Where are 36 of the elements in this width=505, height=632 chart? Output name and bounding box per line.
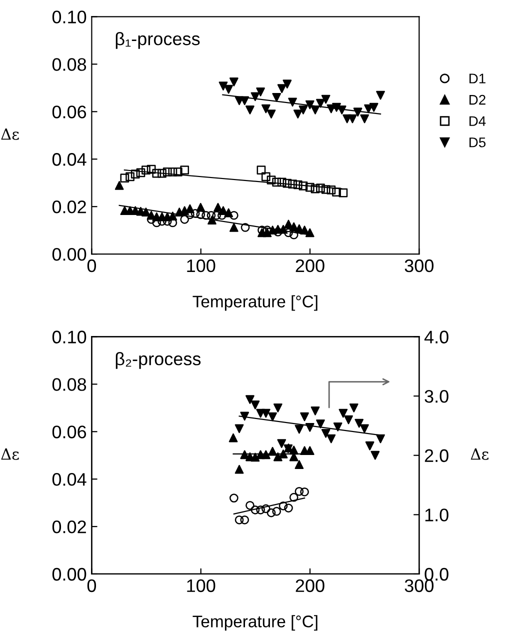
y-tick-label: 0.10 bbox=[52, 10, 86, 24]
y2-tick-label: 1.0 bbox=[425, 508, 448, 522]
y2-tick-label: 3.0 bbox=[424, 390, 448, 403]
y2-axis-title: Δε bbox=[470, 448, 488, 460]
y2-tick-label: 4.0 bbox=[424, 330, 448, 344]
y-tick-label: 0.06 bbox=[52, 426, 86, 438]
legend-label: D5 bbox=[470, 138, 486, 148]
y-axis-title: Δε bbox=[1, 448, 19, 460]
y-tick-label: 0.10 bbox=[52, 330, 86, 344]
y-axis-title: Δε bbox=[1, 128, 19, 140]
x-tick-label: 100 bbox=[187, 579, 216, 592]
y-tick-label: 0.02 bbox=[52, 520, 86, 534]
y-tick-label: 0.08 bbox=[52, 378, 86, 391]
x-axis-title: Temperature [°C] bbox=[192, 295, 318, 311]
y-tick-label: 0.04 bbox=[52, 153, 86, 166]
y-tick-label: 0.00 bbox=[52, 248, 86, 261]
legend-label: D2 bbox=[470, 94, 486, 105]
y-tick-label: 0.02 bbox=[52, 200, 86, 214]
x-tick-label: 100 bbox=[187, 259, 216, 272]
annotation: β₁-process bbox=[116, 32, 200, 49]
annotation: β₂-process bbox=[116, 352, 201, 369]
x-tick-label: 300 bbox=[404, 259, 434, 272]
y-tick-label: 0.08 bbox=[52, 58, 86, 71]
x-tick-label: 200 bbox=[296, 579, 324, 592]
y-tick-label: 0.06 bbox=[52, 106, 86, 118]
x-tick-label: 300 bbox=[404, 579, 434, 592]
x-tick-label: 0 bbox=[87, 579, 96, 592]
x-tick-label: 0 bbox=[87, 259, 96, 272]
y-tick-label: 0.00 bbox=[52, 568, 86, 581]
x-tick-label: 200 bbox=[296, 259, 324, 272]
y-tick-label: 0.04 bbox=[52, 473, 86, 486]
legend-label: D1 bbox=[470, 74, 486, 84]
legend-label: D4 bbox=[470, 116, 486, 126]
x-axis-title: Temperature [°C] bbox=[192, 615, 318, 631]
y2-tick-label: 0.0 bbox=[424, 568, 448, 581]
y2-tick-label: 2.0 bbox=[424, 449, 448, 462]
